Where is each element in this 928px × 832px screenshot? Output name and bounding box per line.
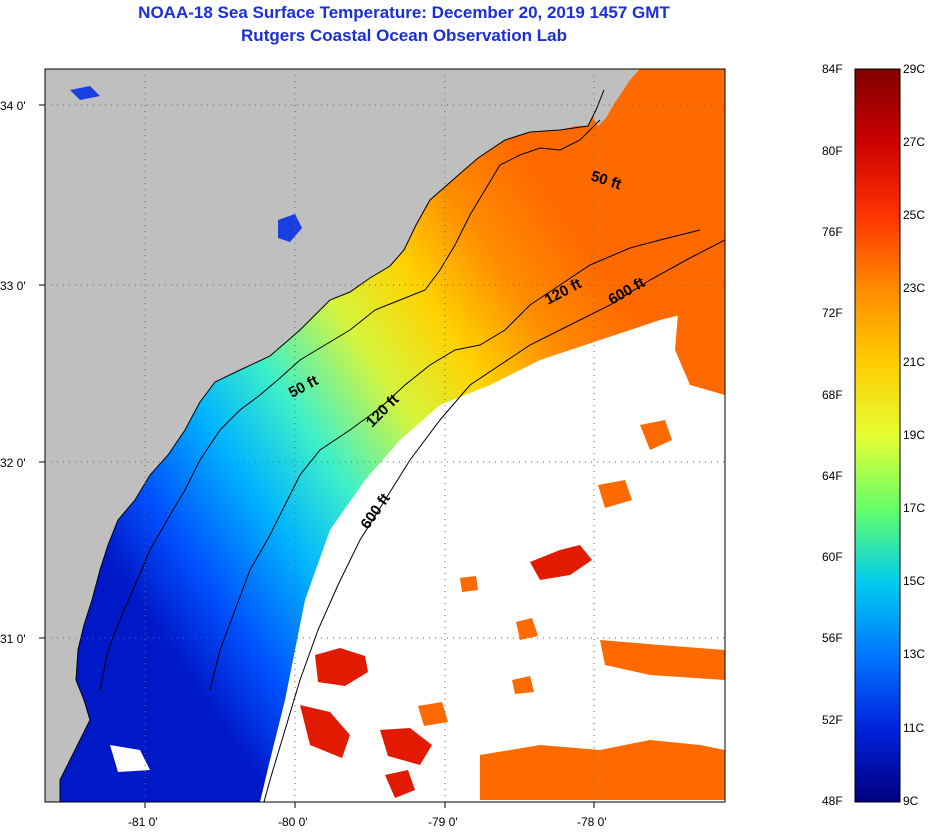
lat-tick-label: 34 0' — [0, 99, 26, 113]
colorbar-c-label: 15C — [903, 574, 925, 588]
colorbar-f-label: 84F — [822, 62, 843, 76]
colorbar-c-label: 25C — [903, 208, 925, 222]
depth-contours — [99, 119, 725, 802]
colorbar-c-label: 23C — [903, 281, 925, 295]
colorbar-c-label: 11C — [903, 721, 924, 735]
lon-tick-label: -79 0' — [428, 815, 458, 829]
colorbar-c-label: 13C — [903, 647, 925, 661]
colorbar-c-label: 19C — [903, 428, 925, 442]
contour-600ft — [263, 239, 725, 802]
lat-tick-label: 33 0' — [0, 279, 26, 293]
lat-tick-label: 31 0' — [0, 632, 26, 646]
lon-tick-label: -80 0' — [278, 815, 308, 829]
warm-eddies — [300, 270, 725, 800]
colorbar-f-label: 48F — [822, 794, 843, 808]
title-line-1: NOAA-18 Sea Surface Temperature: Decembe… — [138, 3, 670, 22]
colorbar-c-label: 27C — [903, 135, 925, 149]
cloud-mask — [260, 270, 725, 802]
lon-tick-label: -81 0' — [128, 815, 158, 829]
colorbar-c-label: 9C — [903, 794, 919, 808]
axis-ticks — [39, 104, 595, 808]
title-line-2: Rutgers Coastal Ocean Observation Lab — [241, 26, 567, 45]
land — [45, 69, 610, 802]
colorbar-gradient — [854, 68, 901, 803]
colorbar-f-label: 72F — [822, 306, 843, 320]
colorbar-f-label: 52F — [822, 713, 843, 727]
colorbar-c-label: 17C — [903, 501, 925, 515]
lon-tick-label: -78 0' — [577, 815, 607, 829]
colorbar-f-label: 68F — [822, 388, 843, 402]
land-upper-right — [592, 69, 640, 126]
colorbar-f-label: 80F — [822, 144, 843, 158]
graticule — [45, 69, 725, 802]
colorbar-c-label: 21C — [903, 355, 925, 369]
contour-50ft — [99, 119, 601, 691]
map-frame — [44, 68, 726, 803]
lat-tick-label: 32 0' — [0, 456, 26, 470]
colorbar-f-label: 76F — [822, 225, 843, 239]
colorbar-c-label: 29C — [903, 62, 925, 76]
contour-120ft — [209, 229, 701, 691]
colorbar-f-label: 56F — [822, 631, 843, 645]
colorbar-f-label: 64F — [822, 469, 843, 483]
coastline — [59, 89, 605, 802]
colorbar-f-label: 60F — [822, 550, 843, 564]
inland-water — [70, 86, 302, 242]
